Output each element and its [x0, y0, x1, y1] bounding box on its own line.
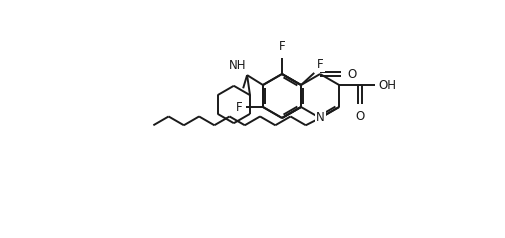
Text: F: F: [317, 58, 323, 71]
Text: NH: NH: [228, 59, 245, 72]
Text: O: O: [355, 110, 364, 123]
Text: N: N: [315, 111, 324, 124]
Text: F: F: [235, 100, 242, 114]
Text: F: F: [278, 40, 285, 54]
Text: OH: OH: [378, 79, 396, 91]
Text: O: O: [346, 68, 356, 80]
